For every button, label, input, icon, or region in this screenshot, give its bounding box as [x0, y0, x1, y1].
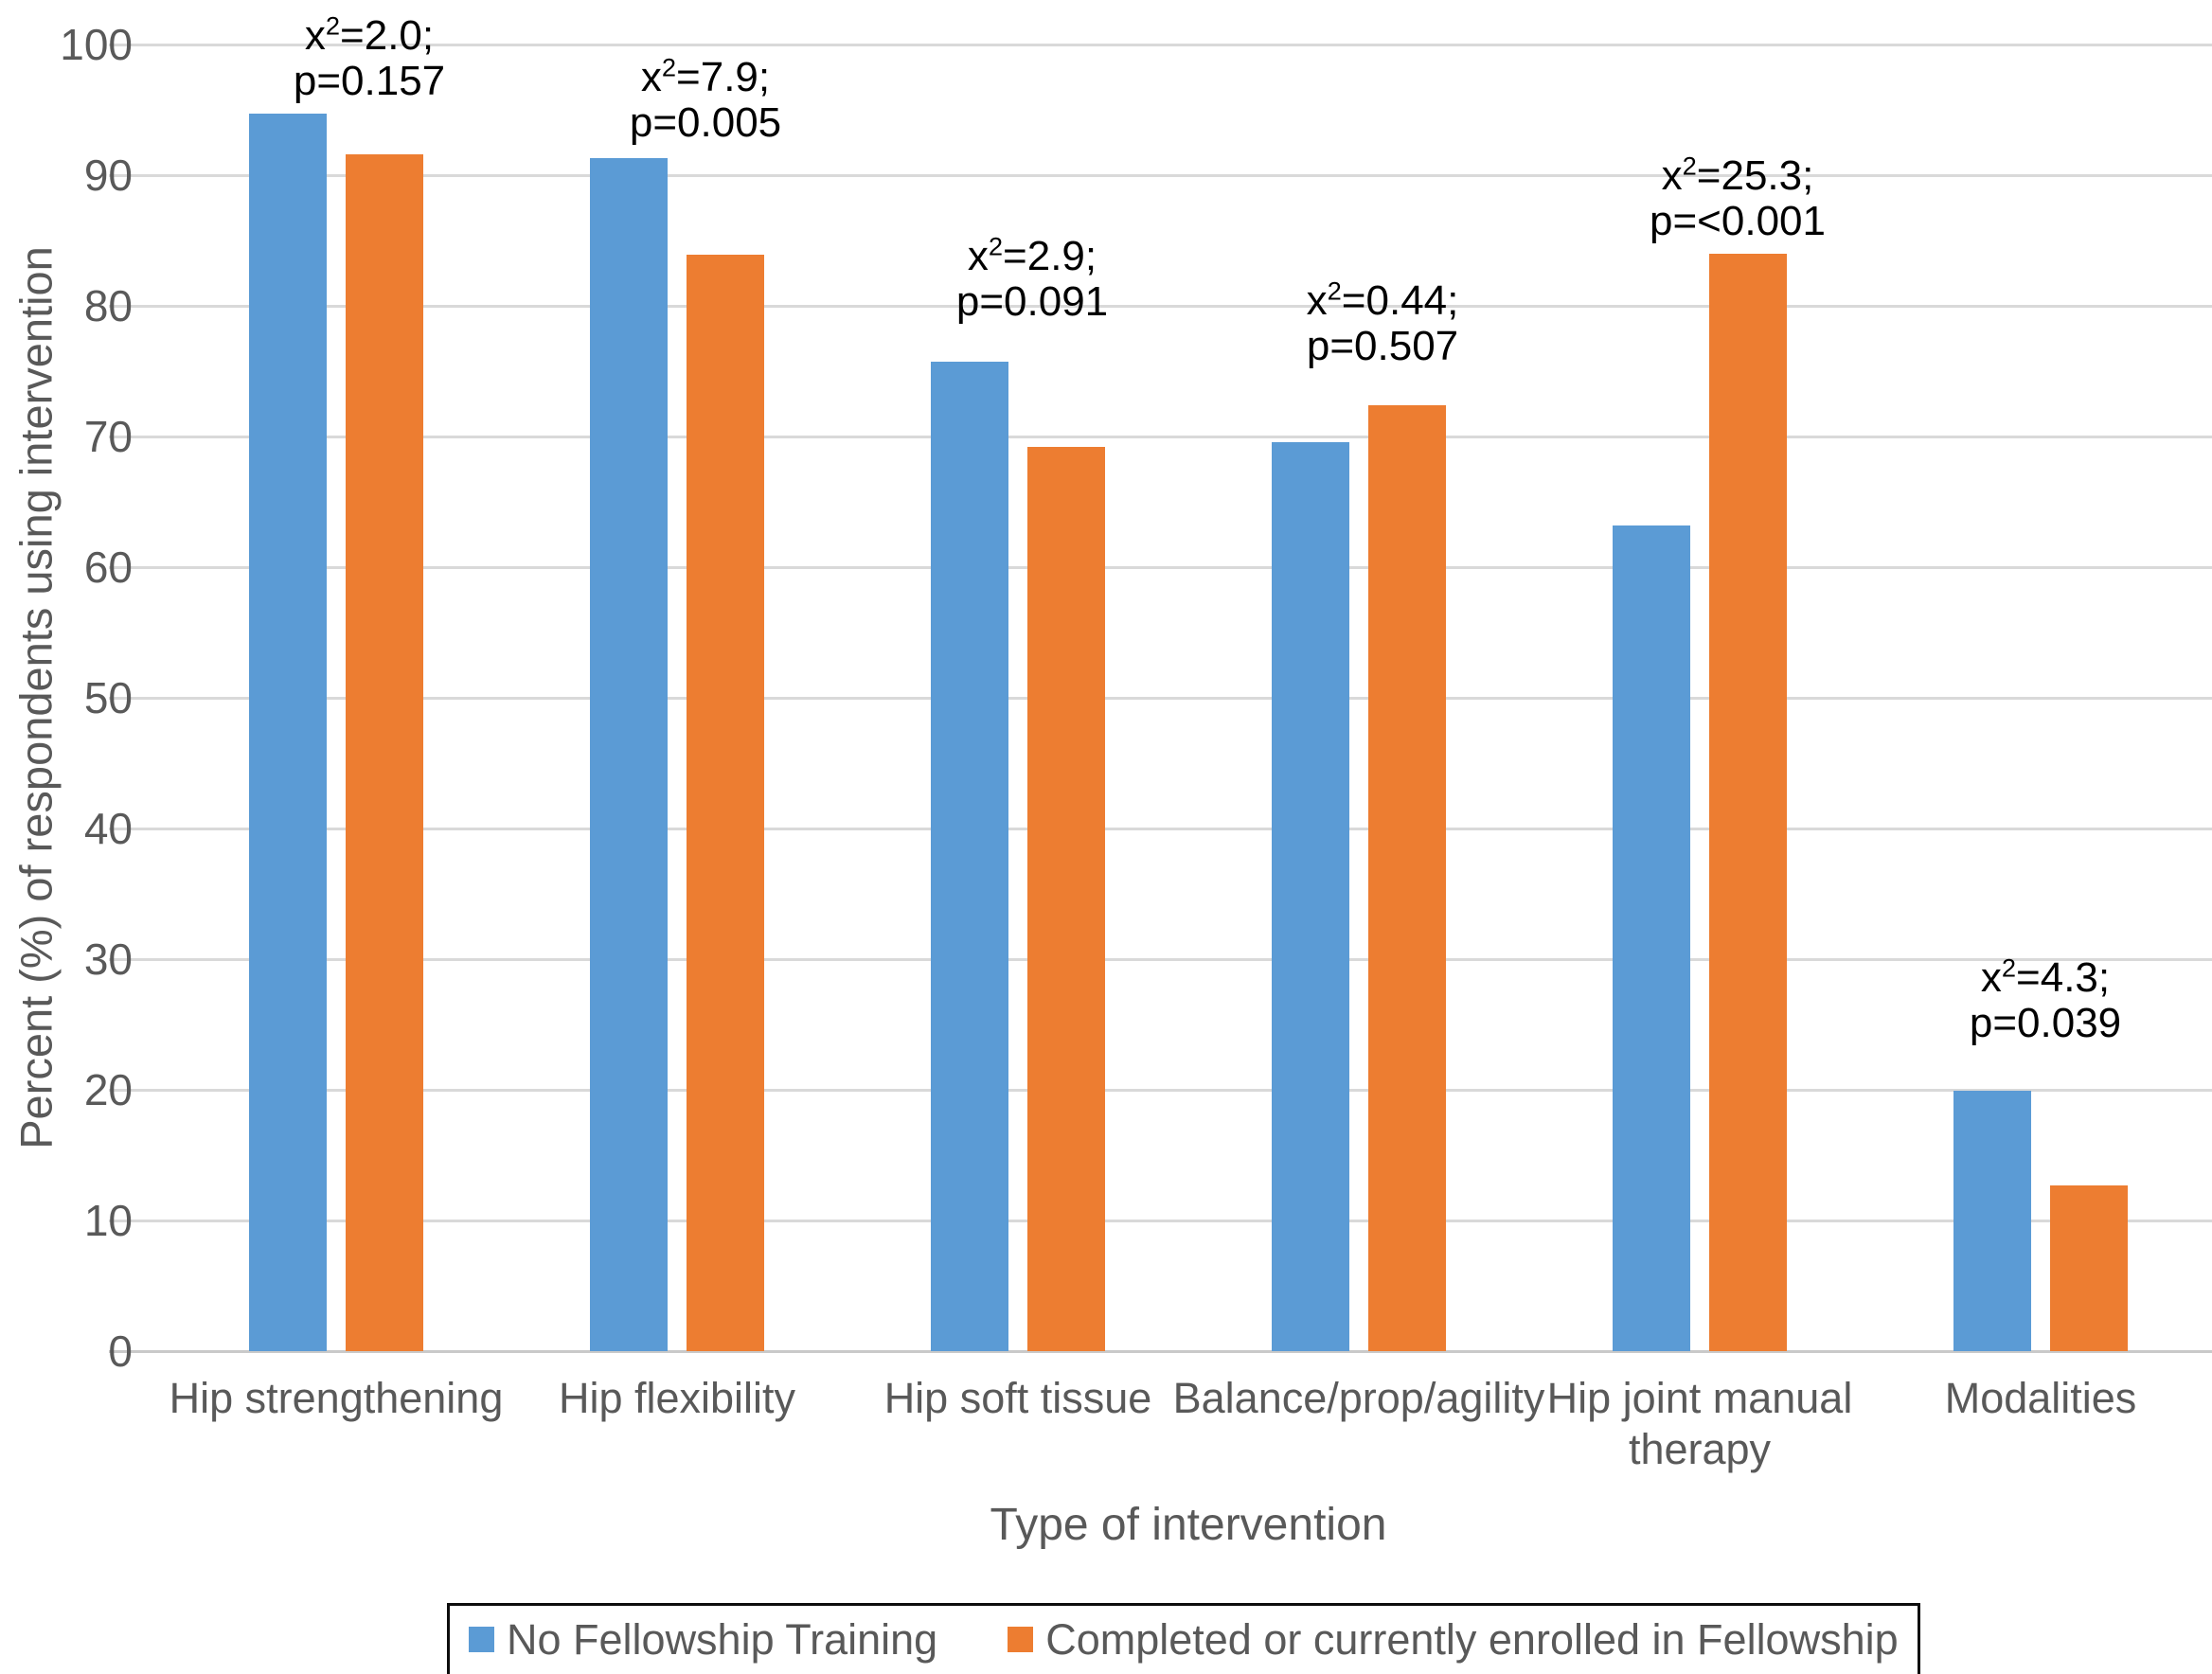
annotation-chi-square: x2=0.44;: [1306, 276, 1459, 324]
y-tick-label: 50: [83, 673, 133, 722]
x-axis-line: [109, 1350, 2212, 1353]
gridline: [109, 174, 2212, 177]
stat-annotation: x2=4.3; p=0.039: [1799, 955, 2212, 1046]
bar-series1-cat1: [249, 114, 327, 1351]
legend-label: Completed or currently enrolled in Fello…: [1045, 1615, 1899, 1664]
annotation-p-value: p=0.091: [955, 278, 1109, 326]
stat-annotation: x2=7.9; p=0.005: [459, 52, 952, 147]
gridline: [109, 1220, 2212, 1222]
legend-swatch-icon: [1008, 1627, 1034, 1653]
x-category-label: Modalities: [1944, 1374, 2137, 1422]
bar-series2-cat2: [687, 255, 764, 1351]
bar-series2-cat6: [2050, 1184, 2128, 1351]
bar-series1-cat2: [590, 158, 668, 1351]
gridline: [109, 1089, 2212, 1092]
y-tick-label: 90: [83, 151, 133, 200]
bar-series2-cat4: [1368, 404, 1446, 1351]
x-category-label: Hip joint manual therapy: [1546, 1374, 1853, 1473]
gridline: [109, 436, 2212, 438]
y-tick-label: 80: [83, 281, 133, 330]
x-category-label: Balance/prop/agility: [1172, 1374, 1545, 1422]
legend-swatch-icon: [469, 1627, 494, 1653]
legend-item-series2: Completed or currently enrolled in Fello…: [1008, 1615, 1899, 1664]
annotation-chi-square: x2=2.9;: [967, 231, 1097, 280]
bar-series1-cat6: [1953, 1091, 2031, 1351]
y-tick-label: 70: [83, 412, 133, 461]
legend-item-series1: No Fellowship Training: [469, 1616, 937, 1664]
stat-annotation: x2=25.3; p=<0.001: [1491, 151, 1984, 244]
annotation-p-value: p=0.507: [1306, 322, 1459, 369]
x-category-label: Hip soft tissue: [883, 1374, 1152, 1422]
legend-label: No Fellowship Training: [507, 1615, 938, 1664]
y-tick-label: 20: [83, 1065, 133, 1114]
gridline: [109, 697, 2212, 700]
y-tick-label: 10: [83, 1196, 133, 1245]
annotation-p-value: p=0.157: [293, 58, 446, 105]
legend: No Fellowship Training Completed or curre…: [447, 1603, 1920, 1674]
annotation-chi-square: x2=25.3;: [1661, 151, 1814, 199]
gridline: [109, 44, 2212, 46]
annotation-chi-square: x2=7.9;: [640, 52, 771, 101]
stat-annotation: x2=0.44; p=0.507: [1136, 276, 1629, 369]
y-tick-label: 40: [83, 804, 133, 853]
gridline: [109, 958, 2212, 961]
y-tick-label: 0: [108, 1327, 133, 1376]
annotation-p-value: p=0.005: [629, 99, 782, 147]
bar-series2-cat5: [1709, 253, 1787, 1351]
bar-series1-cat3: [931, 362, 1008, 1351]
annotation-chi-square: x2=2.0;: [304, 10, 435, 60]
x-axis-title: Type of intervention: [990, 1500, 1387, 1550]
gridline: [109, 566, 2212, 569]
x-category-label: Hip flexibility: [558, 1374, 796, 1422]
annotation-p-value: p=<0.001: [1650, 197, 1826, 244]
x-category-label: Hip strengthening: [169, 1374, 504, 1422]
bar-series1-cat4: [1272, 441, 1349, 1351]
y-tick-label: 60: [83, 543, 133, 592]
stat-annotation: x2=2.0; p=0.157: [123, 10, 615, 105]
y-tick-label: 30: [83, 935, 133, 984]
y-tick-label: 100: [60, 20, 133, 69]
bar-series1-cat5: [1613, 525, 1690, 1351]
bar-series2-cat1: [346, 153, 423, 1351]
stat-annotation: x2=2.9; p=0.091: [786, 234, 1278, 325]
annotation-p-value: p=0.039: [1969, 1000, 2122, 1047]
bar-series2-cat3: [1027, 447, 1105, 1351]
annotation-chi-square: x2=4.3;: [1980, 953, 2111, 1002]
gridline: [109, 828, 2212, 830]
gridline: [109, 305, 2212, 308]
